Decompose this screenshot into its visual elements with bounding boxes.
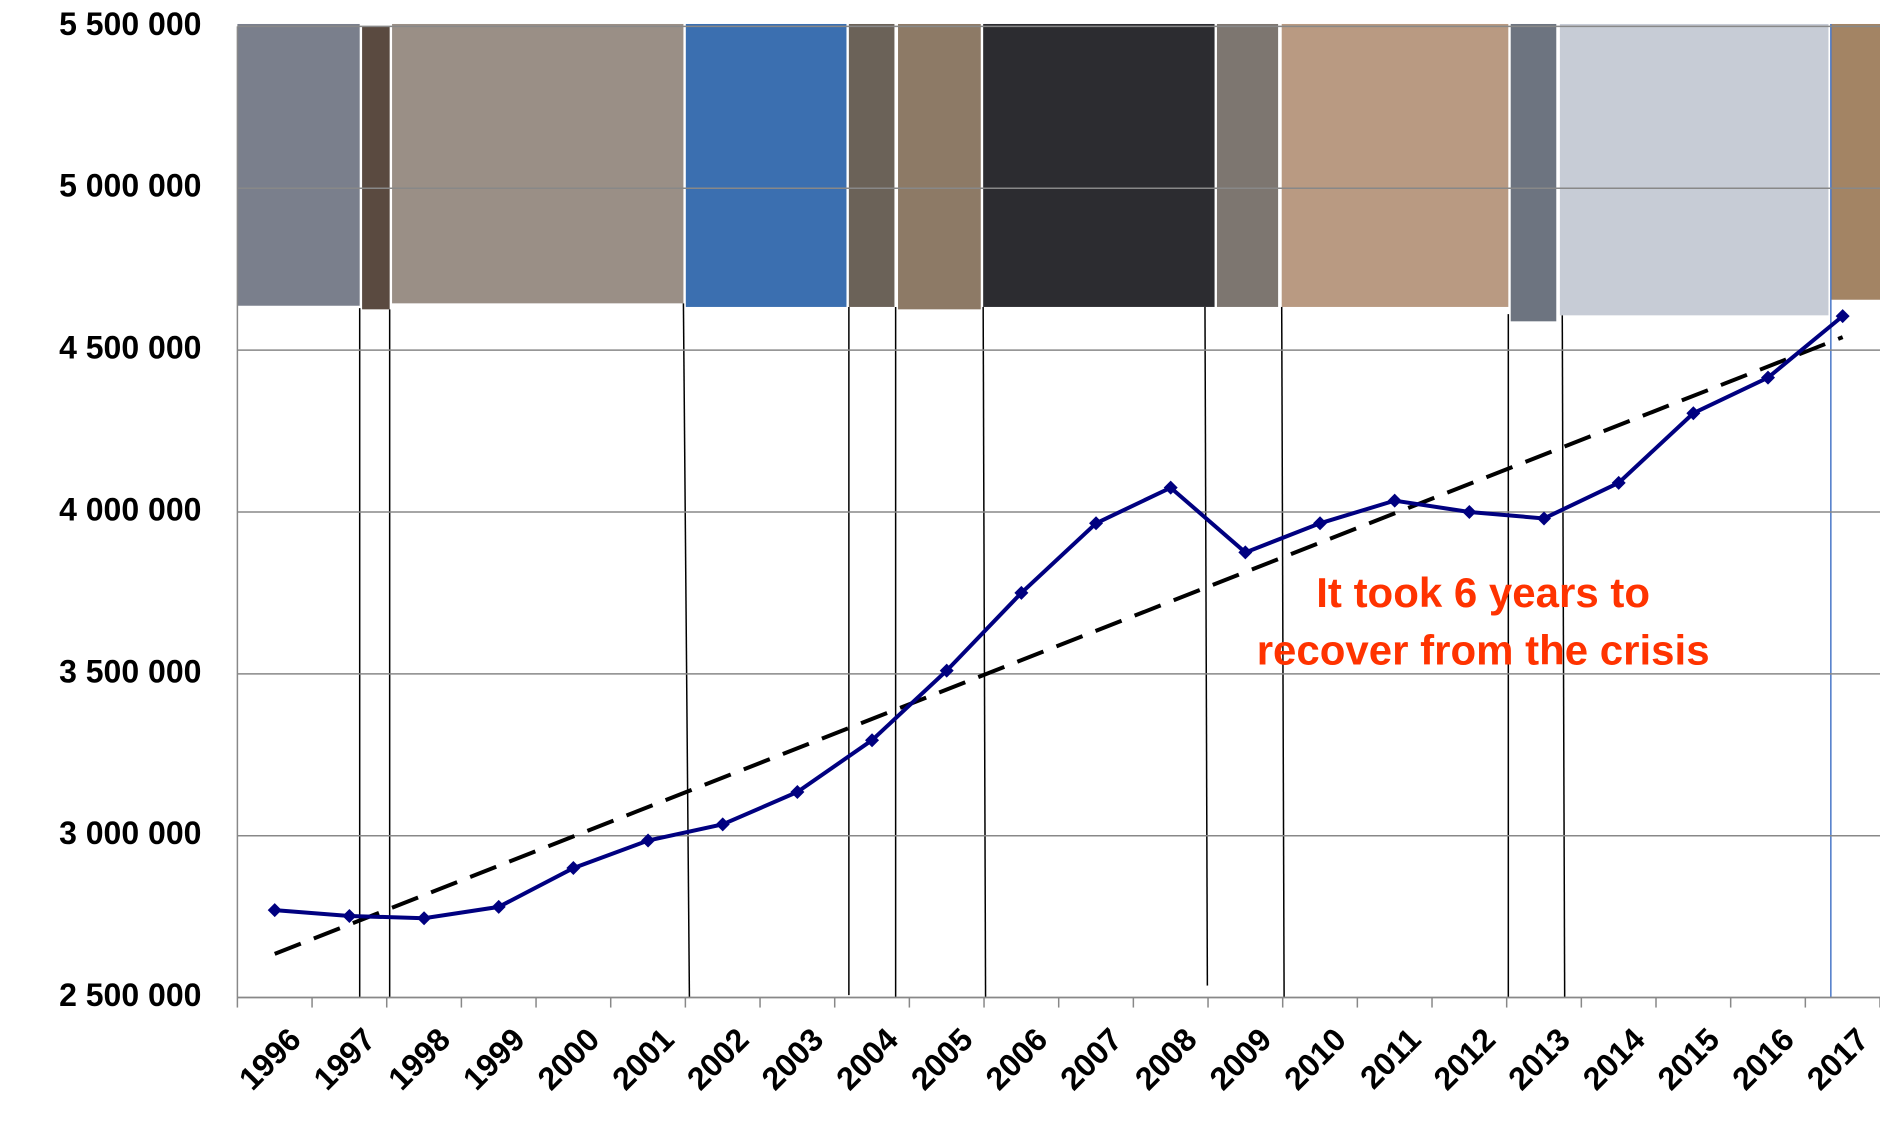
government-change-line bbox=[682, 303, 691, 998]
x-tick-label: 2005 bbox=[904, 1021, 980, 1097]
portrait-photo bbox=[392, 23, 684, 304]
x-tick-label: 2002 bbox=[680, 1021, 756, 1097]
portrait-photo bbox=[1216, 23, 1279, 307]
x-tick-label: 2010 bbox=[1277, 1021, 1353, 1097]
x-tick-label: 2006 bbox=[979, 1021, 1055, 1097]
x-tick-label: 2007 bbox=[1053, 1021, 1129, 1097]
x-tick-label: 2012 bbox=[1426, 1021, 1502, 1097]
government-change-line bbox=[1561, 315, 1566, 998]
portrait-photo bbox=[898, 23, 981, 310]
portrait-photo bbox=[1830, 23, 1880, 300]
x-tick-label: 2011 bbox=[1353, 1021, 1428, 1096]
data-point bbox=[1163, 480, 1178, 495]
data-point bbox=[566, 861, 581, 876]
data-line bbox=[274, 314, 1844, 921]
y-tick-label: 4 500 000 bbox=[59, 330, 201, 366]
y-tick-label: 5 000 000 bbox=[59, 168, 201, 204]
x-tick-label: 1997 bbox=[307, 1021, 383, 1097]
data-point bbox=[641, 833, 656, 848]
data-point bbox=[1761, 370, 1776, 385]
y-tick-label: 2 500 000 bbox=[59, 977, 201, 1013]
x-tick-label: 2003 bbox=[755, 1021, 831, 1097]
data-point bbox=[1089, 516, 1104, 531]
data-point bbox=[939, 663, 954, 678]
data-point bbox=[1238, 545, 1253, 560]
y-tick-label: 3 500 000 bbox=[59, 653, 201, 689]
photo-strip bbox=[237, 23, 1880, 322]
data-point bbox=[1537, 511, 1552, 526]
government-change-line bbox=[1204, 306, 1209, 986]
x-tick-label: 2017 bbox=[1800, 1021, 1876, 1097]
data-point bbox=[1014, 585, 1029, 600]
trendline bbox=[273, 335, 1844, 956]
government-change-line bbox=[982, 306, 987, 998]
portrait-photo bbox=[362, 26, 390, 310]
portrait-photo bbox=[1510, 23, 1557, 322]
portrait-photo bbox=[1281, 23, 1509, 307]
data-point bbox=[1462, 504, 1477, 519]
annotation: recover from the crisis bbox=[1257, 627, 1710, 674]
x-tick-label: 1999 bbox=[456, 1021, 532, 1097]
portrait-photo bbox=[1559, 23, 1829, 316]
data-point bbox=[417, 911, 432, 926]
y-tick-label: 4 000 000 bbox=[59, 491, 201, 527]
data-point bbox=[1686, 406, 1701, 421]
y-tick-label: 3 000 000 bbox=[59, 815, 201, 851]
portrait-photo bbox=[848, 23, 895, 307]
data-point bbox=[1313, 516, 1328, 531]
y-tick-label: 5 500 000 bbox=[59, 6, 201, 42]
data-point bbox=[865, 733, 880, 748]
x-tick-label: 1996 bbox=[232, 1021, 308, 1097]
data-point bbox=[715, 817, 730, 832]
data-point bbox=[1835, 309, 1850, 324]
x-tick-label: 2008 bbox=[1128, 1021, 1204, 1097]
portrait-photo bbox=[983, 23, 1215, 307]
x-tick-label: 2013 bbox=[1501, 1021, 1577, 1097]
x-tick-label: 2009 bbox=[1202, 1021, 1278, 1097]
x-tick-label: 2014 bbox=[1576, 1021, 1652, 1097]
data-point bbox=[267, 903, 282, 918]
x-tick-label: 2000 bbox=[531, 1021, 607, 1097]
x-tick-label: 2004 bbox=[829, 1021, 905, 1097]
annotation: It took 6 years to bbox=[1316, 569, 1650, 616]
government-change-line bbox=[1280, 306, 1285, 998]
data-point bbox=[790, 784, 805, 799]
portrait-photo bbox=[237, 23, 360, 306]
government-change-lines bbox=[358, 23, 1832, 998]
x-tick-label: 2015 bbox=[1650, 1021, 1726, 1097]
x-tick-label: 2016 bbox=[1725, 1021, 1801, 1097]
data-point bbox=[342, 908, 357, 923]
data-point bbox=[1387, 493, 1402, 508]
x-tick-label: 1998 bbox=[381, 1021, 457, 1097]
data-point bbox=[1611, 475, 1626, 490]
data-point bbox=[491, 899, 506, 914]
x-tick-label: 2001 bbox=[605, 1021, 681, 1097]
portrait-photo bbox=[685, 23, 847, 307]
